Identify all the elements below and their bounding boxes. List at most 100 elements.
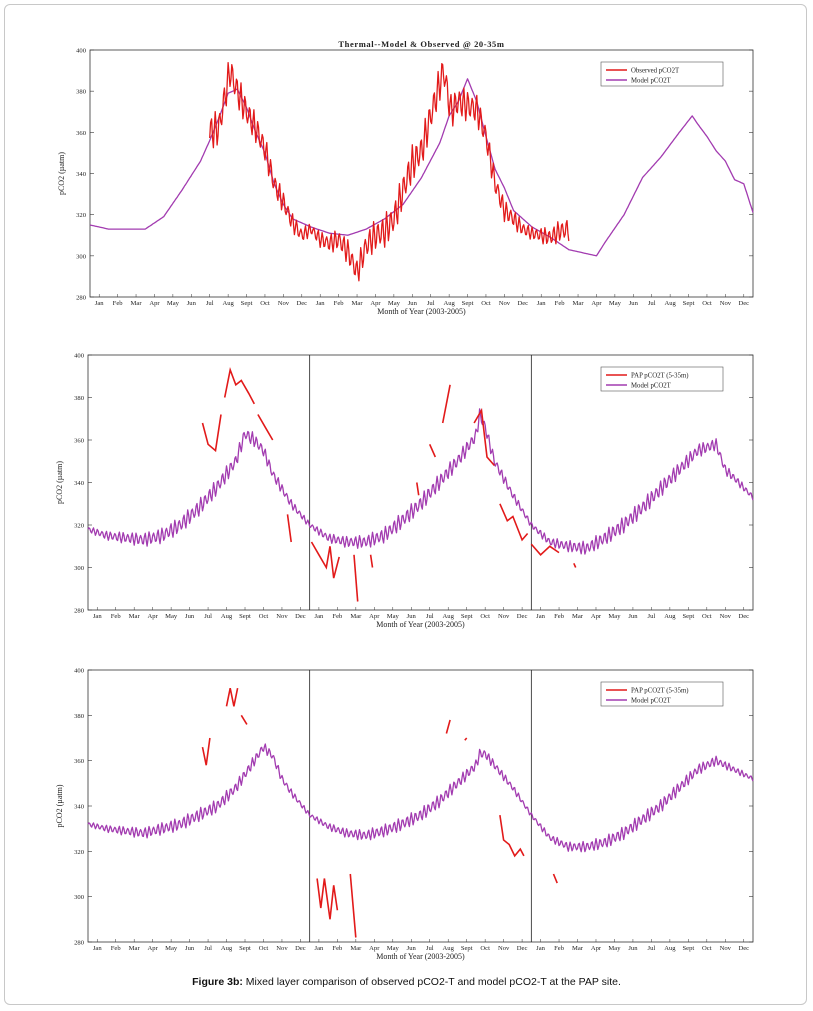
plot-area (89, 49, 754, 298)
x-tick-label: Dec (738, 613, 749, 620)
series-segment (353, 554, 359, 602)
y-tick-label: 340 (76, 171, 87, 178)
y-tick-label: 280 (74, 940, 85, 947)
x-tick-label: Nov (498, 945, 510, 952)
plot-area (87, 354, 754, 611)
x-tick-label: Oct (259, 945, 269, 952)
series-line (87, 743, 754, 853)
series-segment (445, 719, 451, 734)
series-segment (257, 414, 274, 441)
y-tick-label: 360 (74, 758, 85, 765)
series-segment (201, 737, 211, 766)
x-tick-label: Jun (628, 945, 638, 952)
x-tick-label: Apr (369, 613, 380, 620)
x-tick-label: Aug (221, 945, 233, 952)
x-tick-label: Apr (591, 613, 602, 620)
x-tick-label: Oct (259, 613, 269, 620)
x-tick-label: Jan (93, 613, 102, 620)
x-tick-label: Sept (461, 613, 473, 620)
series-segment (428, 443, 437, 458)
x-tick-label: May (608, 613, 621, 620)
plot-area (87, 669, 754, 943)
chart-panel-2: 280 300 320 340 360 380 400 Jan Feb Mar Apr May Jun J… (0, 350, 813, 640)
chart-1-svg: Thermal--Model & Observed @ 20-35m 280 300… (57, 39, 754, 316)
x-tick-label: Feb (113, 300, 124, 307)
x-tick-label: Sept (241, 300, 253, 307)
x-tick-label: Jan (316, 300, 325, 307)
chart-title: Thermal--Model & Observed @ 20-35m (338, 39, 504, 49)
x-tick-label: Dec (738, 945, 749, 952)
series-segment (473, 407, 496, 467)
caption-label: Figure 3b: (192, 976, 243, 988)
series-segment (240, 714, 248, 725)
chart-panel-3: 280 300 320 340 360 380 400 Jan Feb Mar Apr May Jun J… (0, 662, 813, 962)
x-tick-label: Jan (536, 945, 545, 952)
x-tick-label: Apr (591, 300, 602, 307)
x-tick-label: Nov (276, 945, 288, 952)
x-tick-label: Jul (426, 945, 434, 952)
y-tick-label: 380 (74, 713, 85, 720)
series-line (89, 78, 754, 257)
x-tick-label: Mar (129, 613, 141, 620)
x-tick-label: Apr (370, 300, 381, 307)
x-tick-label: Jun (407, 613, 417, 620)
x-axis-label: Month of Year (2003-2005) (377, 307, 466, 316)
x-axis-label: Month of Year (2003-2005) (376, 620, 465, 629)
x-tick-label: Nov (499, 300, 511, 307)
x-tick-label: Sept (682, 945, 694, 952)
y-tick-label: 360 (76, 130, 87, 137)
x-tick-label: Feb (332, 613, 343, 620)
legend-box (600, 61, 724, 87)
x-tick-label: Mar (352, 300, 364, 307)
y-tick-label: 280 (76, 295, 87, 302)
chart-2-svg: 280 300 320 340 360 380 400 Jan Feb Mar Apr May Jun J… (55, 353, 754, 629)
figure-frame (4, 4, 807, 1005)
legend-label: PAP pCO2T (5-35m) (631, 687, 689, 694)
x-tick-label: Jul (206, 300, 214, 307)
x-tick-label: May (165, 945, 178, 952)
x-tick-label: Sept (239, 613, 251, 620)
x-tick-label: Dec (517, 300, 528, 307)
x-tick-label: Nov (278, 300, 290, 307)
legend-box (600, 681, 724, 707)
y-tick-label: 300 (74, 894, 85, 901)
caption-text: Mixed layer comparison of observed pCO2-… (245, 976, 621, 988)
x-tick-label: Mar (572, 613, 584, 620)
series-line (87, 408, 754, 555)
x-tick-label: Jul (648, 945, 656, 952)
y-tick-label: 400 (74, 668, 85, 675)
legend-label: Model pCO2T (631, 697, 672, 704)
x-tick-label: Oct (480, 945, 490, 952)
x-tick-label: May (388, 300, 401, 307)
series-segment (349, 873, 357, 938)
series-segment (573, 562, 577, 568)
x-tick-label: Aug (664, 945, 676, 952)
series-segment (464, 737, 468, 741)
y-tick-label: 400 (74, 353, 85, 360)
x-tick-label: Dec (517, 613, 528, 620)
x-tick-label: Nov (276, 613, 288, 620)
y-tick-label: 380 (76, 89, 87, 96)
x-tick-label: May (167, 300, 180, 307)
x-tick-label: Jan (95, 300, 104, 307)
y-tick-label: 280 (74, 608, 85, 615)
x-tick-label: Jul (204, 945, 212, 952)
y-axis-label: pCO2 (µatm) (57, 152, 66, 195)
x-tick-label: Jan (315, 945, 324, 952)
series-segment (201, 414, 222, 453)
x-tick-label: May (165, 613, 178, 620)
legend-label: Model pCO2T (631, 77, 672, 84)
series-segment (416, 482, 420, 496)
x-tick-label: Nov (498, 613, 510, 620)
x-tick-label: Apr (591, 945, 602, 952)
y-tick-label: 320 (74, 523, 85, 530)
figure-caption: Figure 3b: Mixed layer comparison of obs… (0, 976, 813, 988)
x-tick-label: May (609, 300, 622, 307)
x-tick-label: Jul (204, 613, 212, 620)
x-tick-label: May (387, 945, 400, 952)
series-segment (310, 541, 340, 579)
x-tick-label: Apr (148, 945, 159, 952)
x-tick-label: Aug (222, 300, 234, 307)
x-tick-label: Mar (350, 945, 362, 952)
series-segment (530, 543, 560, 556)
